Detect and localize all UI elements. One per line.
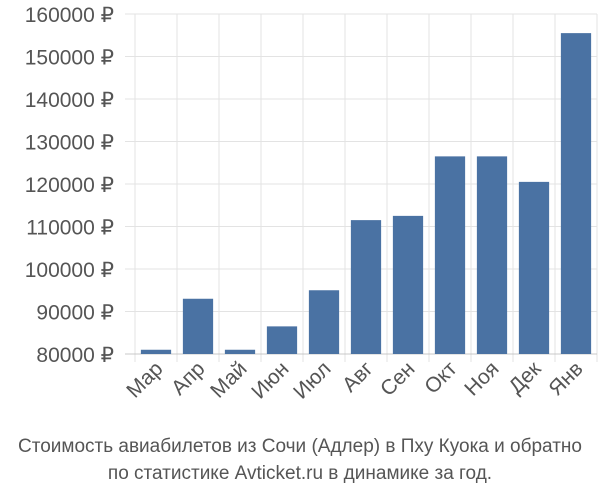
y-tick-label: 80000 ₽: [36, 344, 114, 367]
x-tick-label: Сен: [376, 357, 419, 400]
y-tick-label: 90000 ₽: [36, 302, 114, 325]
x-tick-label: Янв: [544, 357, 587, 400]
y-tick-label: 140000 ₽: [25, 89, 114, 112]
x-tick-label: Июл: [289, 357, 335, 403]
x-tick-label: Апр: [167, 357, 209, 399]
bar-7: [392, 215, 424, 354]
y-tick-label: 150000 ₽: [25, 47, 114, 70]
bar-10: [518, 181, 550, 354]
x-tick-label: Ноя: [460, 357, 503, 400]
x-tick-label: Мар: [122, 357, 167, 402]
bar-3: [224, 349, 256, 354]
bar-5: [308, 290, 340, 354]
bar-1: [140, 349, 172, 354]
chart-caption-line-1: Стоимость авиабилетов из Сочи (Адлер) в …: [18, 436, 582, 457]
bar-9: [476, 156, 508, 354]
y-axis-ticks: 80000 ₽ 90000 ₽ 100000 ₽ 110000 ₽ 120000 ₽ 13…: [25, 4, 114, 367]
bar-8: [434, 156, 466, 354]
y-tick-label: 110000 ₽: [26, 217, 114, 240]
grid: [125, 13, 598, 362]
bar-2: [182, 298, 214, 354]
x-tick-label: Дек: [504, 357, 546, 399]
x-tick-label: Окт: [420, 357, 462, 399]
x-tick-label: Авг: [338, 357, 378, 397]
bars: [140, 33, 592, 354]
y-tick-label: 130000 ₽: [25, 132, 114, 155]
x-tick-label: Май: [206, 357, 251, 402]
bar-6: [350, 220, 382, 354]
y-tick-label: 100000 ₽: [25, 259, 114, 282]
y-tick-label: 160000 ₽: [25, 4, 114, 27]
bar-11: [560, 33, 592, 354]
x-tick-label: Июн: [247, 357, 293, 403]
chart-caption-line-2: по статистике Avticket.ru в динамике за …: [107, 463, 493, 484]
bar-4: [266, 326, 298, 354]
y-tick-label: 120000 ₽: [25, 174, 114, 197]
